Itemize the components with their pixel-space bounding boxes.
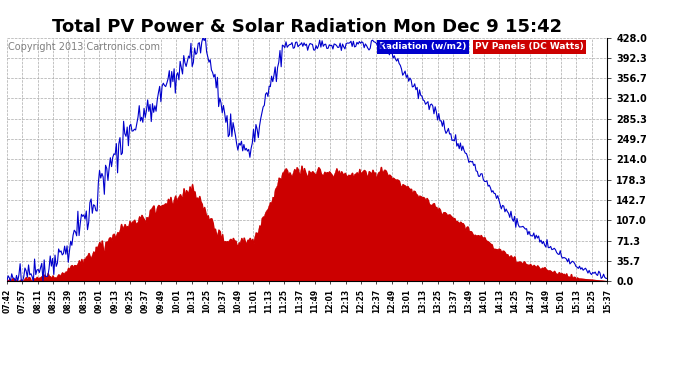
Text: Copyright 2013 Cartronics.com: Copyright 2013 Cartronics.com	[8, 42, 160, 52]
Title: Total PV Power & Solar Radiation Mon Dec 9 15:42: Total PV Power & Solar Radiation Mon Dec…	[52, 18, 562, 36]
Text: PV Panels (DC Watts): PV Panels (DC Watts)	[475, 42, 584, 51]
Text: Radiation (w/m2): Radiation (w/m2)	[379, 42, 466, 51]
